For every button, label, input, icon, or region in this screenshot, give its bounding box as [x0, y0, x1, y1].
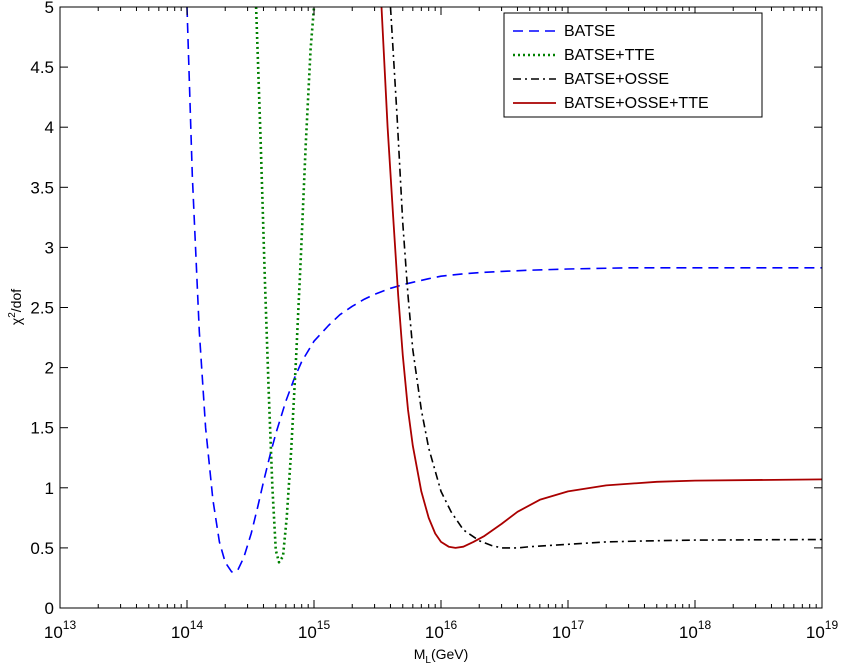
- x-axis-label-main: M: [414, 646, 426, 662]
- series-line-3: [389, 7, 822, 549]
- series-layer: [186, 7, 822, 573]
- y-tick-label: 2: [45, 359, 54, 378]
- series-line-1: [186, 7, 822, 573]
- y-tick-label: 0.5: [30, 539, 54, 558]
- x-tick-label: 1018: [679, 618, 712, 642]
- x-axis-label-sub: L: [425, 655, 431, 665]
- legend: BATSE BATSE+TTE BATSE+OSSE BATSE+OSSE+TTE: [503, 12, 763, 118]
- ticks-layer: [59, 6, 823, 609]
- x-tick-base: 10: [806, 623, 825, 642]
- y-tick-label: 1: [45, 479, 54, 498]
- y-axis-label-sup: 2: [7, 312, 18, 318]
- x-tick-label: 1019: [806, 618, 839, 642]
- x-tick-base: 10: [171, 623, 190, 642]
- x-tick-base: 10: [552, 623, 571, 642]
- series-line-4: [380, 7, 822, 549]
- y-axis-label-main: χ: [8, 317, 24, 325]
- y-axis-label-rest: /dof: [8, 289, 24, 312]
- x-tick-label: 1014: [171, 618, 204, 642]
- x-tick-power: 16: [444, 618, 458, 632]
- x-tick-base: 10: [298, 623, 317, 642]
- y-axis-label: χ2/dof: [7, 289, 24, 325]
- y-tick-label: 4.5: [30, 58, 54, 77]
- x-tick-base: 10: [44, 623, 63, 642]
- x-tick-base: 10: [425, 623, 444, 642]
- x-tick-label: 1015: [298, 618, 331, 642]
- y-tick-label: 0: [45, 599, 54, 618]
- x-tick-power: 18: [698, 618, 712, 632]
- y-tick-label: 2.5: [30, 299, 54, 318]
- tick-labels: 1013 1014 1015 1016 1017 1018 101900.511.522.5…: [30, 0, 838, 642]
- series-line-2: [254, 7, 316, 564]
- y-tick-label: 3.5: [30, 178, 54, 197]
- x-tick-power: 14: [190, 618, 204, 632]
- x-tick-label: 1013: [44, 618, 77, 642]
- y-tick-label: 1.5: [30, 419, 54, 438]
- x-tick-label: 1016: [425, 618, 458, 642]
- y-tick-label: 3: [45, 238, 54, 257]
- x-tick-power: 17: [571, 618, 585, 632]
- x-tick-label: 1017: [552, 618, 585, 642]
- legend-label-1: BATSE: [564, 23, 615, 40]
- x-axis-label: ML(GeV): [414, 646, 469, 665]
- y-tick-label: 4: [45, 118, 54, 137]
- y-tick-label: 5: [45, 0, 54, 17]
- legend-label-4: BATSE+OSSE+TTE: [564, 95, 709, 112]
- x-tick-power: 13: [63, 618, 77, 632]
- x-tick-power: 15: [317, 618, 331, 632]
- x-tick-base: 10: [679, 623, 698, 642]
- x-axis-label-unit: (GeV): [431, 646, 468, 662]
- x-tick-power: 19: [825, 618, 839, 632]
- legend-label-3: BATSE+OSSE: [564, 71, 669, 88]
- legend-label-2: BATSE+TTE: [564, 47, 655, 64]
